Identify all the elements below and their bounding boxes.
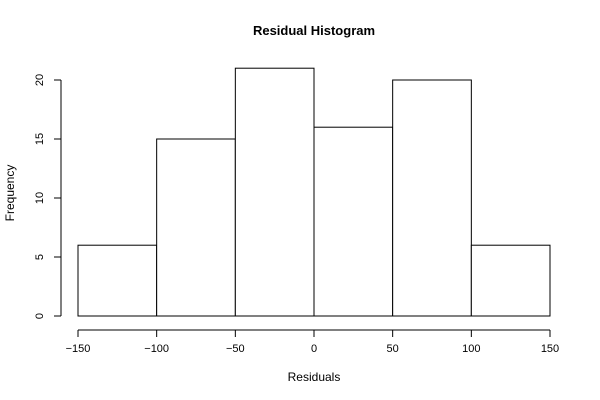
chart-title: Residual Histogram [253, 23, 375, 38]
x-axis-label: Residuals [288, 370, 341, 384]
x-axis: −150 −100 −50 0 50 100 150 [66, 329, 559, 355]
histogram-bar [156, 138, 236, 317]
histogram-bar [470, 244, 551, 317]
x-tick-label: −150 [66, 343, 91, 355]
x-tick-label: 0 [311, 343, 317, 355]
histogram-bar [234, 67, 315, 317]
y-tick-label: 10 [34, 192, 46, 204]
x-tick-label: 100 [462, 343, 480, 355]
x-tick-label: −100 [144, 343, 169, 355]
y-axis: 0 5 10 15 20 [34, 74, 62, 319]
histogram-bar [313, 126, 394, 317]
x-tick-label: 150 [541, 343, 559, 355]
histogram-bar [77, 244, 158, 317]
y-axis-label: Frequency [3, 165, 17, 222]
histogram-bars [77, 67, 551, 317]
y-tick-label: 15 [34, 133, 46, 145]
x-tick-label: −50 [226, 343, 245, 355]
x-tick-label: 50 [387, 343, 399, 355]
histogram-bar [392, 79, 472, 317]
y-tick-label: 0 [34, 313, 46, 319]
y-tick-label: 20 [34, 74, 46, 86]
y-tick-label: 5 [34, 254, 46, 260]
